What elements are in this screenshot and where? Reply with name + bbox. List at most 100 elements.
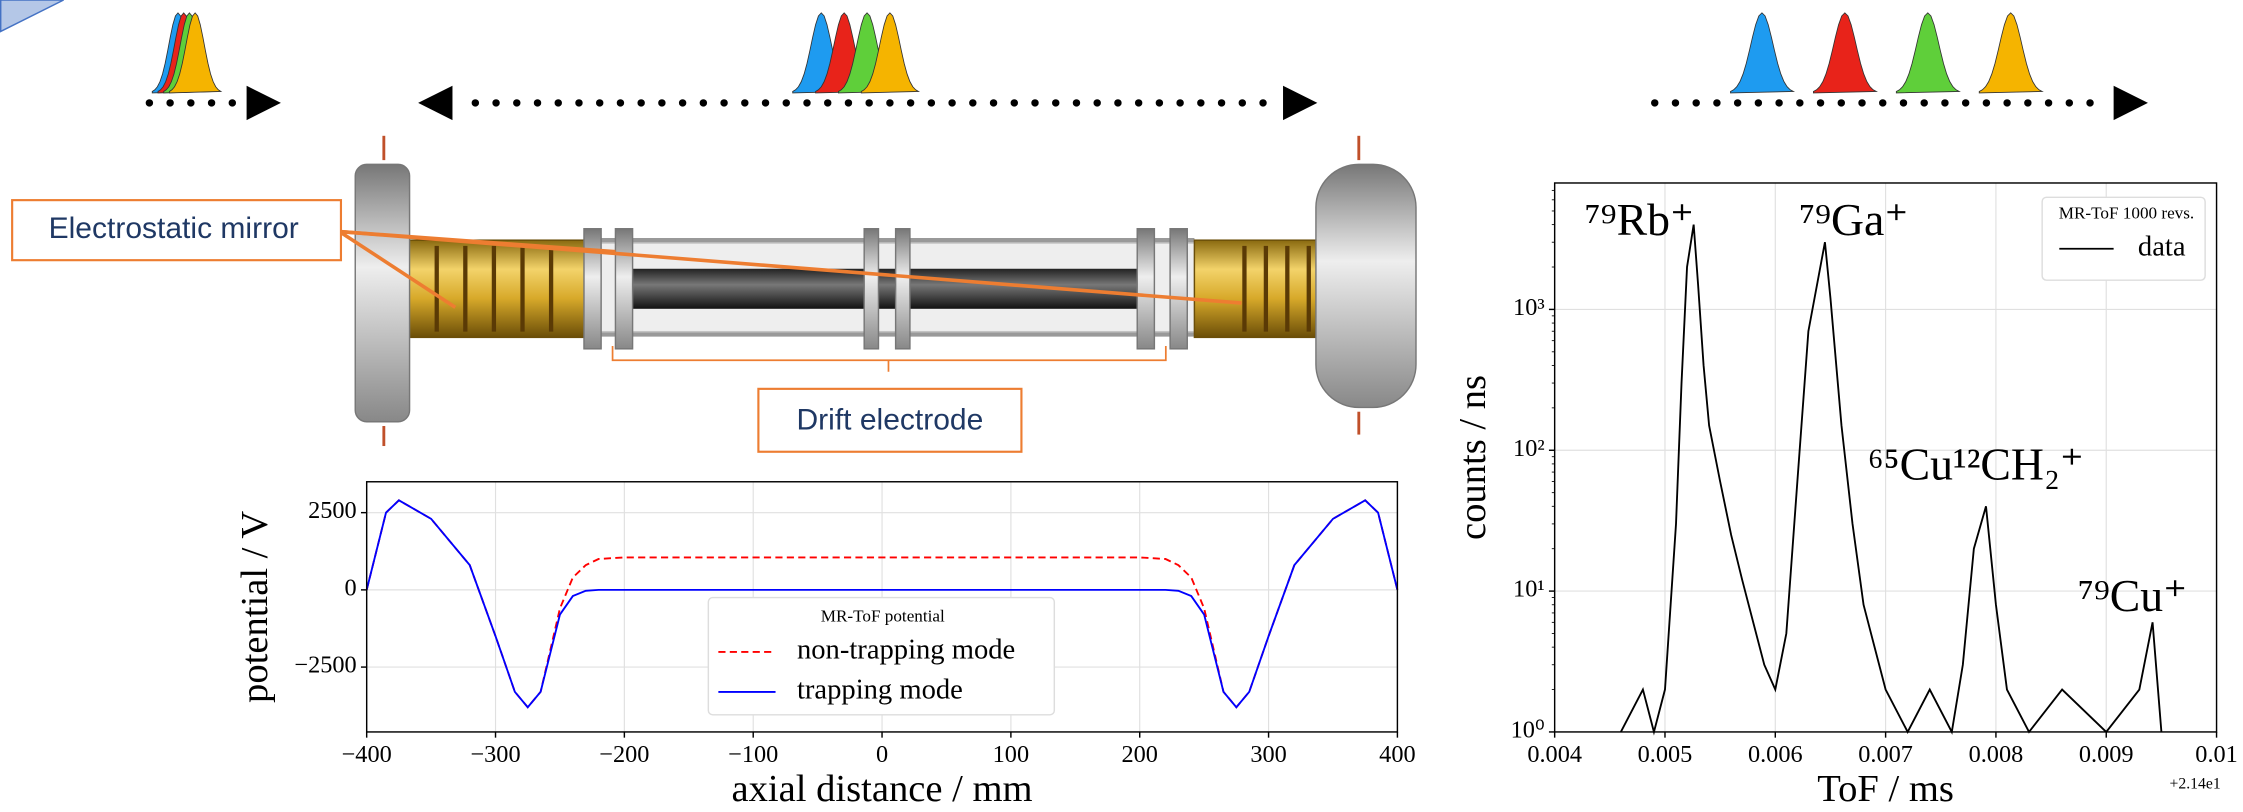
x-tick-label: 100 (993, 741, 1029, 768)
dot (803, 99, 811, 107)
dot (969, 99, 977, 107)
dot (1651, 99, 1659, 107)
x-axis-label: axial distance / mm (732, 768, 1033, 810)
dot (145, 99, 154, 107)
dot (741, 99, 749, 107)
dot (616, 99, 625, 107)
x-axis-label: ToF / ms (1817, 768, 1954, 810)
y-tick-label: 10⁰ (1511, 717, 1545, 744)
legend-label: non-trapping mode (797, 634, 1015, 665)
y-tick-label: 10¹ (1513, 576, 1545, 603)
ion-bunch (1978, 12, 2044, 94)
x-tick-label: 400 (1379, 741, 1415, 768)
x-tick-label: 0.009 (2079, 741, 2134, 768)
dot (2086, 99, 2094, 107)
y-tick-label: 10² (1513, 435, 1545, 462)
x-tick-label: −100 (728, 741, 778, 768)
x-tick-label: 0.006 (1748, 741, 1803, 768)
plot-frame (365, 481, 1399, 733)
dot (1093, 99, 1101, 107)
dot (228, 99, 237, 107)
dot (1031, 99, 1039, 107)
dot (824, 99, 832, 107)
dot (1879, 99, 1887, 107)
dot (492, 99, 500, 107)
dot (1072, 99, 1081, 107)
dot (1796, 99, 1804, 107)
mirror-label: Electrostatic mirror (49, 212, 299, 245)
dot (1052, 99, 1060, 107)
dot (1837, 99, 1846, 107)
x-tick-label: 0 (876, 741, 888, 768)
dot (595, 99, 604, 107)
legend-label: data (2138, 231, 2186, 262)
dot (1114, 99, 1122, 107)
x-tick-label: −400 (342, 741, 392, 768)
legend-box (2041, 196, 2206, 281)
drift-label: Drift electrode (796, 404, 983, 437)
arrow-head (418, 85, 453, 121)
dot (1155, 99, 1164, 107)
ion-bunch (168, 12, 223, 94)
x-tick-label: 0.008 (1969, 741, 2024, 768)
data-line (1620, 224, 2163, 736)
dot (1941, 99, 1949, 107)
dot (166, 99, 174, 107)
dot (1733, 99, 1742, 107)
dot (2024, 99, 2032, 107)
dot (1961, 99, 1970, 107)
legend-label: trapping mode (797, 674, 963, 705)
dot (513, 99, 521, 107)
dot (927, 99, 936, 107)
dot (2003, 99, 2011, 107)
dot (886, 99, 894, 107)
dot (678, 99, 687, 107)
ion-bunch (1730, 12, 1796, 94)
plot-frame (1553, 182, 2218, 733)
dot (1899, 99, 1908, 107)
dot (658, 99, 666, 107)
dot (1176, 99, 1184, 107)
legend-box (707, 596, 1056, 716)
arrow-head (2113, 85, 2148, 121)
peak-annotation: ⁷⁹Cu⁺ (2078, 570, 2187, 621)
dot (948, 99, 956, 107)
dot (207, 99, 216, 107)
dot (471, 99, 480, 107)
arrow-head (246, 85, 281, 121)
dot (637, 99, 645, 107)
dot (865, 99, 873, 107)
y-axis-label: counts / ns (1452, 375, 1494, 540)
arrow-head (1283, 85, 1318, 121)
dot (2044, 99, 2053, 107)
peak-annotation: ⁷⁹Ga⁺ (1799, 194, 1908, 245)
y-tick-label: 0 (345, 574, 357, 601)
dot (761, 99, 770, 107)
dot (1816, 99, 1825, 107)
dot (1920, 99, 1928, 107)
peak-annotation: ⁶⁵Cu¹²CH₂⁺ (1868, 438, 2084, 489)
ion-bunch (1895, 12, 1961, 94)
legend-title: MR-ToF potential (821, 607, 945, 626)
y-axis-label: potential / V (234, 511, 276, 703)
data-line (365, 499, 1399, 709)
x-tick-label: −300 (470, 741, 520, 768)
dot (1982, 99, 1991, 107)
dot (1754, 99, 1763, 107)
dot (1217, 99, 1226, 107)
dot (1713, 99, 1721, 107)
dot (699, 99, 708, 107)
dot (1259, 99, 1267, 107)
dot (1692, 99, 1700, 107)
dot (533, 99, 542, 107)
corner-shape (0, 0, 64, 33)
ion-bunch (860, 12, 921, 94)
dot (1671, 99, 1680, 107)
dot (906, 99, 915, 107)
dot (1010, 99, 1018, 107)
ion-bunch-icons (145, 12, 2148, 121)
x-tick-label: 0.007 (1858, 741, 1913, 768)
dot (554, 99, 562, 107)
